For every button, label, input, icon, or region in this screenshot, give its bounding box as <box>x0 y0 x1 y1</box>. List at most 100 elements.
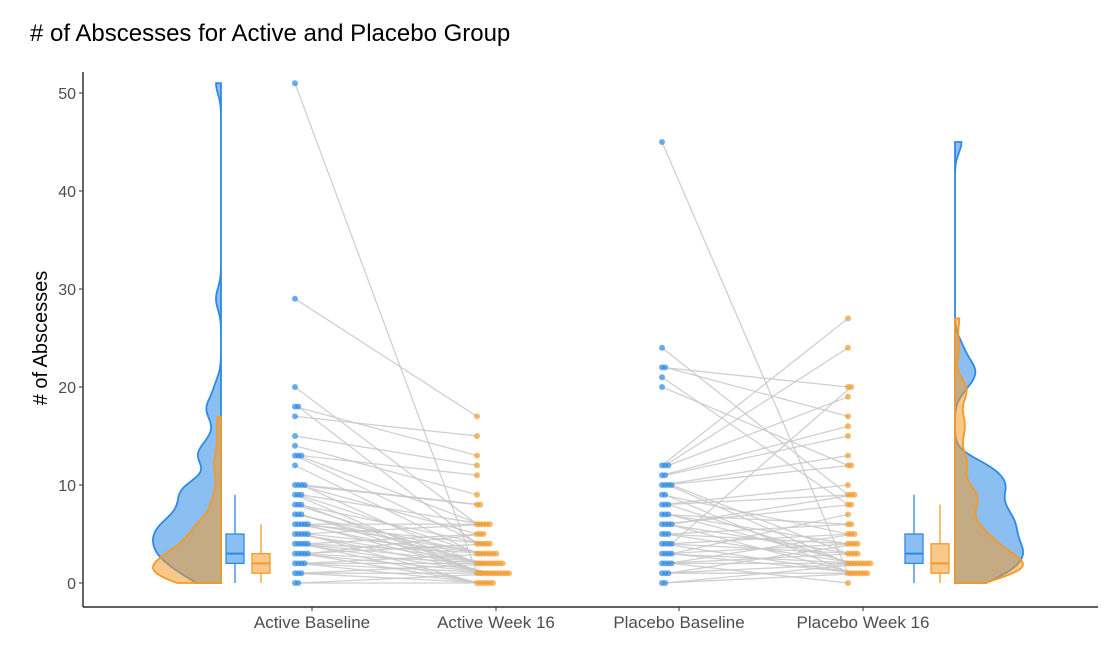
active-baseline-box <box>225 533 245 565</box>
y-tick-label: 50 <box>58 86 76 103</box>
baseline-point <box>301 482 308 488</box>
x-tick-label: Placebo Baseline <box>613 613 744 632</box>
paired-line <box>301 494 484 525</box>
week16-point <box>848 501 855 508</box>
week16-point <box>493 550 500 557</box>
baseline-point <box>295 580 302 586</box>
baseline-point <box>298 511 305 518</box>
paired-line <box>294 445 478 496</box>
week16-point <box>477 501 484 508</box>
week16-point <box>864 570 871 577</box>
week16-point <box>851 531 858 537</box>
baseline-point <box>668 540 675 547</box>
paired-line <box>294 405 478 457</box>
y-tick-label: 30 <box>58 282 76 299</box>
baseline-point <box>662 364 669 371</box>
week16-point <box>845 423 851 430</box>
paired-line <box>304 543 490 555</box>
paired-line <box>661 425 849 476</box>
paired-line <box>661 317 849 466</box>
paired-line <box>668 533 855 565</box>
paired-line <box>307 533 484 555</box>
paired-line <box>301 454 478 476</box>
week16-point <box>848 384 855 390</box>
baseline-point <box>292 384 298 390</box>
y-tick-label: 10 <box>58 478 76 495</box>
baseline-point <box>662 580 669 586</box>
x-ticks-layer: Active Baseline Active Week 16 Placebo Bas… <box>254 607 929 632</box>
baseline-point <box>665 531 672 537</box>
week16-point <box>867 560 874 567</box>
baseline-point <box>292 462 298 469</box>
baseline-point <box>304 550 311 557</box>
baseline-point <box>304 540 311 547</box>
paired-line <box>661 366 849 388</box>
y-ticks-layer: 0 10 20 30 40 50 <box>58 86 83 593</box>
baseline-point <box>665 570 672 577</box>
baseline-point <box>659 374 665 381</box>
week16-point <box>848 521 855 528</box>
y-tick-label: 0 <box>67 576 76 593</box>
baseline-point <box>304 521 311 528</box>
y-tick-label: 40 <box>58 184 76 201</box>
baseline-point <box>668 550 675 557</box>
y-axis-title: # of Abscesses <box>30 271 52 406</box>
baseline-point <box>659 344 665 351</box>
placebo-baseline-density <box>954 141 1024 584</box>
axis-layer: # of Abscesses <box>30 72 1098 608</box>
paired-line <box>661 513 849 525</box>
active-week16-density <box>152 415 222 584</box>
y-tick-label: 20 <box>58 380 76 397</box>
week16-point <box>474 413 480 420</box>
paired-line <box>661 347 849 496</box>
paired-line <box>297 406 478 545</box>
paired-line <box>661 376 849 506</box>
paired-line <box>665 562 871 584</box>
baseline-point <box>665 501 672 508</box>
paired-line <box>665 435 849 476</box>
baseline-point <box>665 511 672 518</box>
baseline-point <box>668 560 675 567</box>
placebo-week16-box <box>930 543 950 574</box>
week16-point <box>845 580 851 586</box>
paired-line <box>294 82 478 574</box>
baseline-point <box>298 501 305 508</box>
baseline-point <box>662 491 669 498</box>
x-tick-label: Active Week 16 <box>437 613 555 632</box>
baseline-point <box>659 139 665 145</box>
week16-point <box>845 452 851 459</box>
paired-line <box>297 454 481 525</box>
paired-line <box>298 543 494 565</box>
paired-line <box>661 484 849 506</box>
baseline-point <box>292 295 298 302</box>
paired-line <box>664 347 849 466</box>
paired-line <box>668 533 852 545</box>
paired-line <box>661 562 868 574</box>
paired-line <box>661 141 849 574</box>
x-tick-label: Active Baseline <box>254 613 370 632</box>
chart-title: # of Abscesses for Active and Placebo Gr… <box>30 20 511 47</box>
paired-line <box>301 523 490 535</box>
baseline-point <box>298 570 305 577</box>
paired-line <box>671 494 855 525</box>
paired-line <box>294 386 478 525</box>
placebo-baseline-box <box>904 533 924 565</box>
week16-point <box>486 521 493 528</box>
week16-point <box>851 491 858 498</box>
baseline-point <box>301 560 308 567</box>
week16-point <box>845 413 851 420</box>
week16-point <box>499 560 506 567</box>
density-layer <box>152 82 1024 584</box>
baseline-point <box>665 462 672 469</box>
week16-point <box>845 393 851 400</box>
paired-line <box>307 533 481 545</box>
points-layer <box>292 80 874 586</box>
week16-point <box>480 531 487 537</box>
paired-line <box>665 464 852 486</box>
week16-point <box>848 462 855 469</box>
paired-line <box>665 494 852 506</box>
baseline-point <box>668 521 675 528</box>
paired-line <box>671 513 849 555</box>
week16-point <box>845 344 851 351</box>
